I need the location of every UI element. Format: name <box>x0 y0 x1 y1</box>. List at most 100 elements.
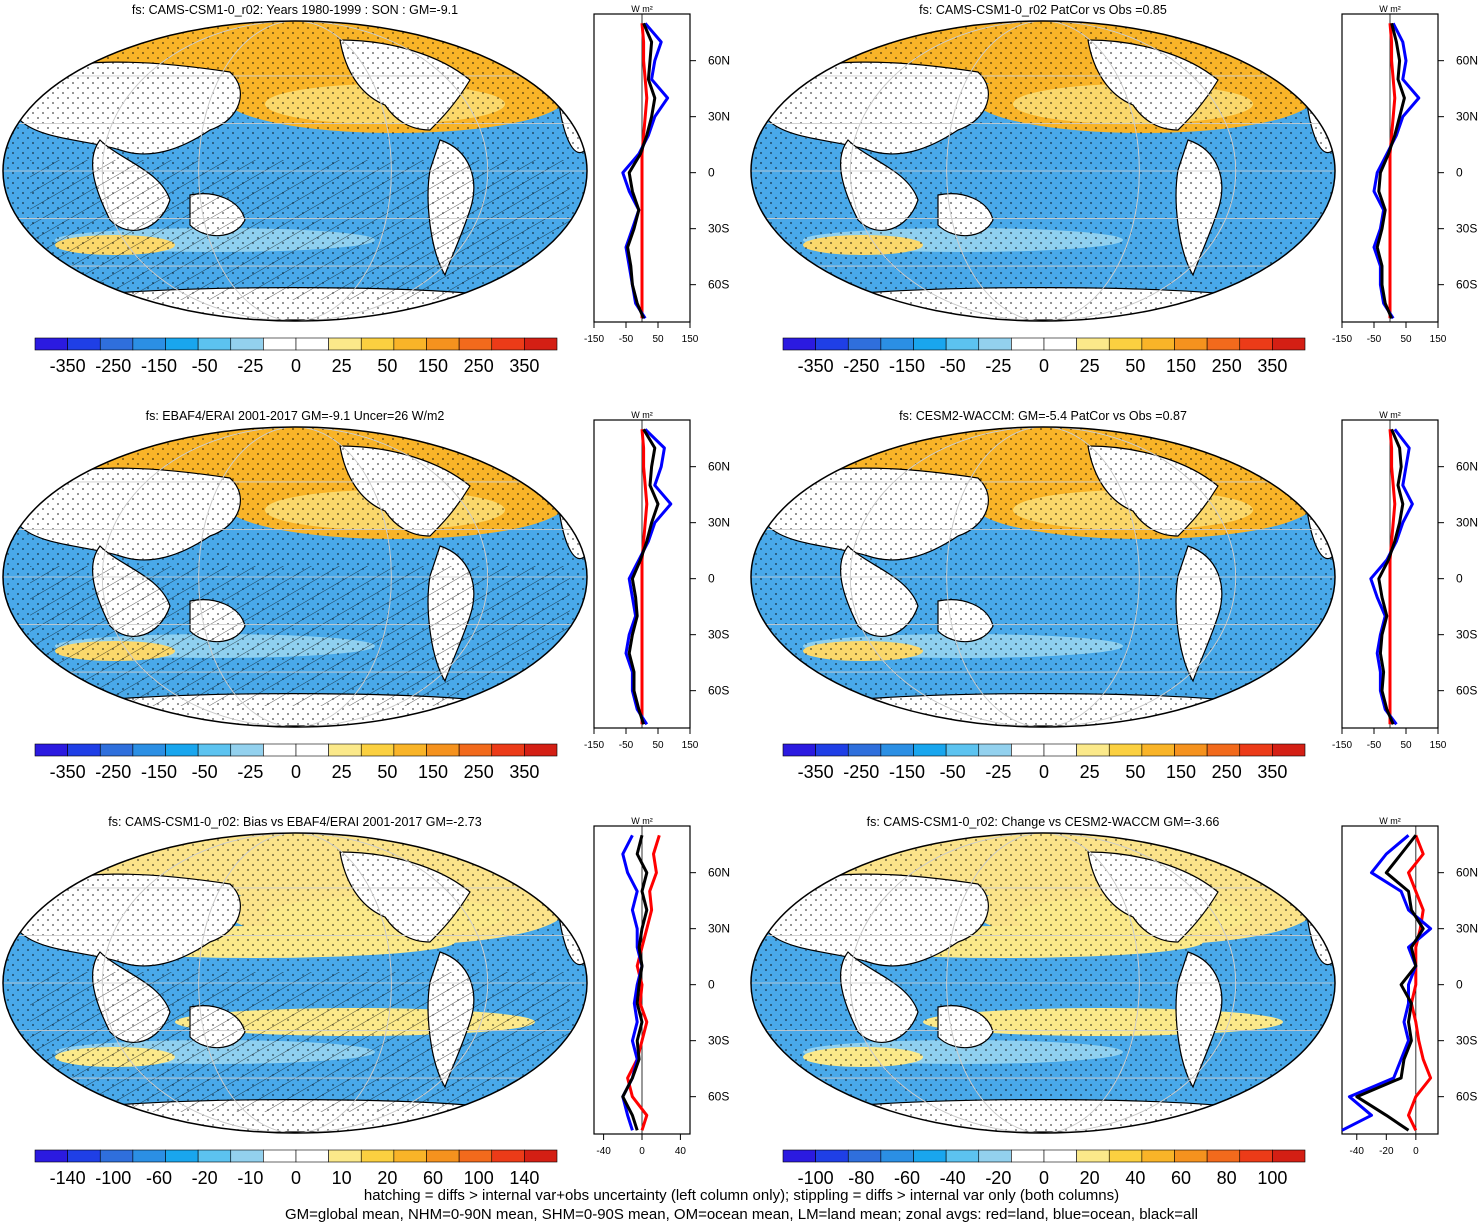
colorbar-swatch <box>1272 337 1306 351</box>
colorbar-swatch <box>491 743 525 757</box>
colorbar-swatch <box>99 743 134 757</box>
colorbar-swatch <box>1141 1149 1175 1163</box>
colorbar-label: 50 <box>377 762 397 782</box>
panel-6: fs: CAMS-CSM1-0_r02: Change vs CESM2-WAC… <box>750 815 1478 1188</box>
profile-x-label: -150 <box>584 740 604 751</box>
colorbar-swatch <box>815 743 849 757</box>
profile-x-label: 50 <box>1400 334 1412 345</box>
profile-x-label: 50 <box>652 740 664 751</box>
colorbar-label: -140 <box>50 1168 86 1188</box>
profile-line-land <box>1407 834 1433 1131</box>
profile-x-label: -20 <box>1379 1146 1394 1157</box>
colorbar-swatch <box>99 337 134 351</box>
profile-x-label: -150 <box>1332 740 1352 751</box>
colorbar-swatch <box>393 337 427 351</box>
profile-x-label: -150 <box>1332 334 1352 345</box>
colorbar-swatch <box>1206 1149 1241 1163</box>
colorbar-label: 0 <box>1039 1168 1049 1188</box>
profile-lat-label: 0 <box>1456 572 1463 586</box>
colorbar-swatch <box>880 743 914 757</box>
panel-1: fs: CAMS-CSM1-0_r02: Years 1980-1999 : S… <box>2 3 730 376</box>
profile-lat-label: 60S <box>1456 1090 1477 1104</box>
profile-x-label: 50 <box>1400 740 1412 751</box>
colorbar-swatch <box>99 1149 134 1163</box>
profile-lat-label: 60N <box>1456 866 1478 880</box>
profile-x-label: 150 <box>682 334 699 345</box>
profile-x-label: -50 <box>1367 740 1382 751</box>
colorbar-swatch <box>328 1149 362 1163</box>
profile-x-label: -150 <box>584 334 604 345</box>
profile-x-label: -50 <box>619 740 634 751</box>
colorbar-swatch <box>458 337 493 351</box>
colorbar-swatch <box>524 743 558 757</box>
colorbar-swatch <box>945 743 980 757</box>
colorbar-swatch <box>782 337 816 351</box>
colorbar-swatch <box>1272 1149 1306 1163</box>
colorbar-label: 0 <box>1039 762 1049 782</box>
map-border <box>2 426 588 728</box>
colorbar-label: -350 <box>798 356 834 376</box>
colorbar-label: -350 <box>50 762 86 782</box>
colorbar-swatch <box>360 1149 395 1163</box>
profile-lat-label: 30S <box>1456 222 1477 236</box>
profile-lat-label: 30S <box>1456 1034 1477 1048</box>
colorbar-swatch <box>165 337 199 351</box>
map-border <box>750 20 1336 322</box>
colorbar-swatch <box>1011 1149 1045 1163</box>
colorbar-label: 350 <box>1257 356 1287 376</box>
colorbar-label: -80 <box>848 1168 874 1188</box>
profile-lat-label: 60S <box>708 1090 729 1104</box>
zonal-profile: W m² 60N 30N 0 30S 60S -150 -50 50 150 <box>584 410 730 751</box>
colorbar-label: 250 <box>464 356 494 376</box>
colorbar-swatch <box>458 743 493 757</box>
colorbar-swatch <box>132 743 166 757</box>
colorbar-label: 100 <box>464 1168 494 1188</box>
profile-line-land <box>640 429 649 725</box>
footnote-line-1: hatching = diffs > internal var+obs unce… <box>363 1187 1120 1204</box>
colorbar-label: 150 <box>1166 356 1196 376</box>
profile-x-label: 150 <box>1430 334 1447 345</box>
colorbar-swatch <box>393 1149 427 1163</box>
colorbar-swatch <box>132 337 166 351</box>
profile-lat-label: 30S <box>708 628 729 642</box>
colorbar-label: 250 <box>1212 762 1242 782</box>
profile-unit: W m² <box>631 816 653 826</box>
profile-lat-label: 0 <box>708 166 715 180</box>
profile-lat-label: 30S <box>708 1034 729 1048</box>
colorbar-swatch <box>1141 743 1175 757</box>
colorbar-label: 10 <box>332 1168 352 1188</box>
colorbar-label: 150 <box>418 356 448 376</box>
colorbar-swatch <box>1239 337 1273 351</box>
colorbar-label: 350 <box>509 762 539 782</box>
panel-title: fs: EBAF4/ERAI 2001-2017 GM=-9.1 Uncer=2… <box>146 409 445 423</box>
colorbar-label: 25 <box>332 762 352 782</box>
colorbar-swatch <box>815 337 849 351</box>
colorbar-label: -150 <box>889 356 925 376</box>
profile-x-label: 50 <box>652 334 664 345</box>
colorbar-swatch <box>230 1149 264 1163</box>
colorbar-swatch <box>34 1149 68 1163</box>
colorbar-label: 350 <box>509 356 539 376</box>
colorbar-swatch <box>263 1149 297 1163</box>
colorbar-swatch <box>67 743 101 757</box>
colorbar-swatch <box>360 743 395 757</box>
profile-lat-label: 30N <box>708 922 730 936</box>
colorbar-label: -100 <box>798 1168 834 1188</box>
profile-line-all <box>1377 428 1405 725</box>
profile-x-label: 150 <box>682 740 699 751</box>
colorbar-swatch <box>491 337 525 351</box>
colorbar-swatch <box>1011 337 1045 351</box>
panel-title: fs: CESM2-WACCM: GM=-5.4 PatCor vs Obs =… <box>899 409 1187 423</box>
colorbar-label: -250 <box>95 356 131 376</box>
profile-lat-label: 60N <box>708 54 730 68</box>
map-border <box>2 832 588 1134</box>
colorbar-swatch <box>880 1149 914 1163</box>
panel-title: fs: CAMS-CSM1-0_r02: Change vs CESM2-WAC… <box>867 815 1220 829</box>
colorbar-swatch <box>1239 743 1273 757</box>
colorbar-swatch <box>328 743 362 757</box>
colorbar-label: 50 <box>1125 356 1145 376</box>
panel-title: fs: CAMS-CSM1-0_r02: Bias vs EBAF4/ERAI … <box>108 815 481 829</box>
profile-lat-label: 30S <box>708 222 729 236</box>
map-border <box>2 20 588 322</box>
